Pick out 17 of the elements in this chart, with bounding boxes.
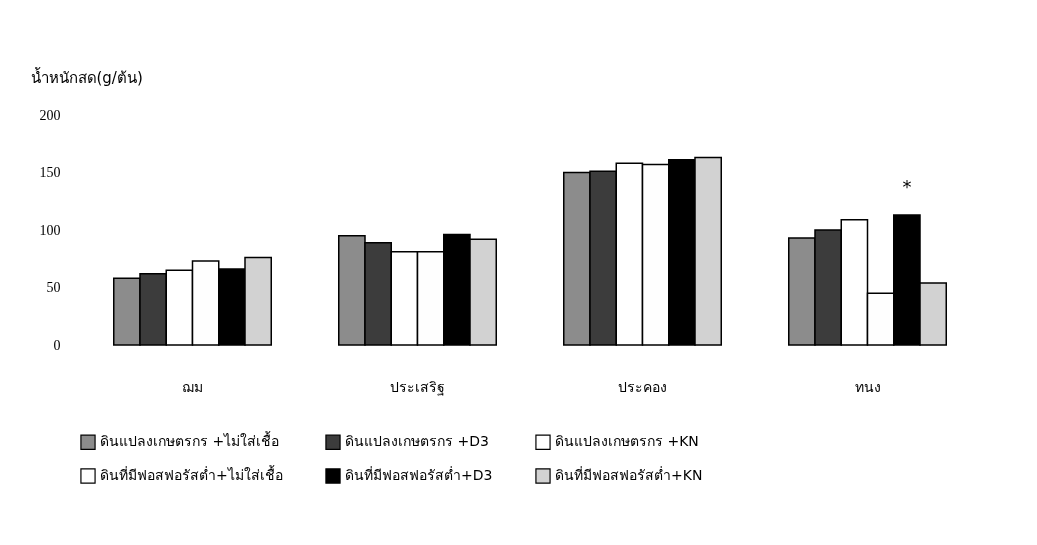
legend-label: ดินแปลงเกษตรกร +D3 [345, 433, 489, 450]
y-tick-label: 0 [53, 337, 61, 353]
x-tick-label: ฌม [182, 378, 203, 395]
legend-label: ดินที่มีฟอสฟอรัสต่ำ+D3 [345, 466, 493, 483]
legend-label: ดินที่มีฟอสฟอรัสต่ำ+KN [555, 466, 703, 483]
y-tick-label: 50 [46, 280, 61, 295]
y-tick-label: 100 [39, 222, 61, 238]
x-tick-label: ประเสริฐ [390, 378, 445, 396]
legend-label: ดินแปลงเกษตรกร +KN [555, 433, 699, 450]
x-tick-label: ทนง [854, 378, 881, 395]
y-axis-title: น้ำหนักสด(g/ต้น) [30, 66, 143, 87]
y-tick-label: 150 [39, 165, 61, 180]
x-tick-label: ประคอง [618, 378, 667, 395]
annotation: * [902, 176, 912, 198]
legend-label: ดินแปลงเกษตรกร +ไม่ใส่เชื้อ [100, 431, 280, 450]
y-tick-label: 200 [39, 107, 61, 123]
legend-label: ดินที่มีฟอสฟอรัสต่ำ+ไม่ใส่เชื้อ [100, 465, 283, 483]
